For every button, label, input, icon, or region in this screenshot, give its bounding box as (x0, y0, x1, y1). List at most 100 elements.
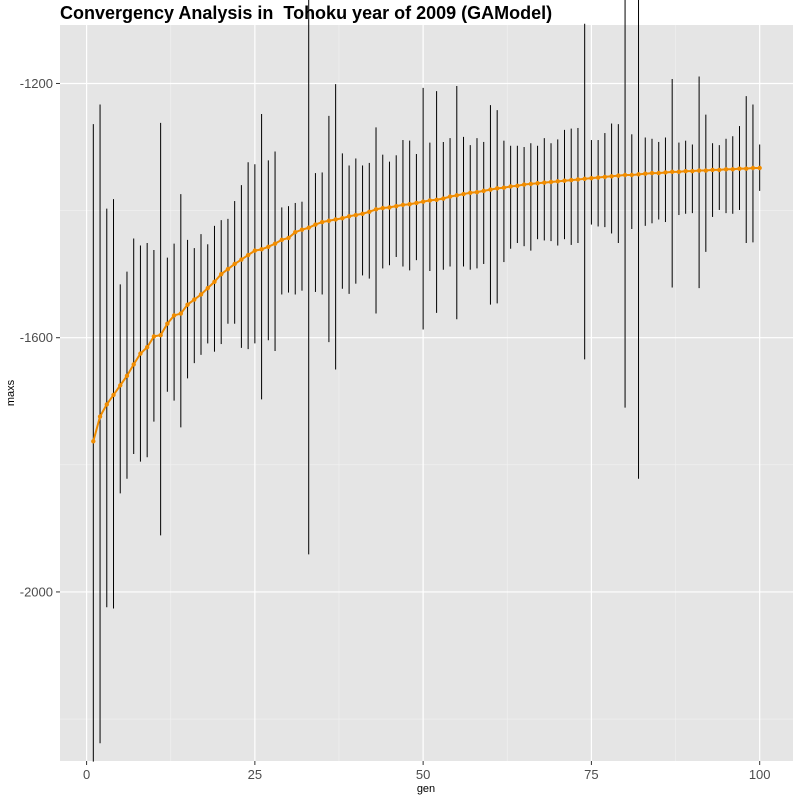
data-points (91, 165, 762, 444)
data-point (387, 205, 392, 210)
data-point (326, 218, 332, 223)
data-point (158, 332, 163, 338)
data-point (367, 209, 372, 215)
data-point (676, 169, 682, 175)
data-point (293, 229, 298, 235)
data-point (319, 219, 325, 225)
data-point (340, 216, 345, 221)
chart-title: Convergency Analysis in Tohoku year of 2… (60, 3, 553, 23)
data-point (750, 165, 756, 171)
data-point (219, 271, 224, 277)
data-point (205, 285, 210, 291)
data-point (279, 237, 284, 243)
data-point (232, 261, 237, 267)
data-point (252, 248, 258, 253)
data-point (414, 200, 419, 206)
data-point (535, 181, 540, 186)
data-point (562, 178, 567, 183)
y-tick-label: -1200 (20, 76, 53, 91)
data-point (663, 170, 668, 175)
data-point (420, 199, 426, 204)
data-point (757, 165, 762, 171)
data-point (636, 172, 641, 177)
data-point (575, 177, 581, 182)
data-point (138, 351, 143, 356)
data-point (441, 196, 446, 201)
data-point (454, 193, 459, 198)
data-point (447, 194, 453, 199)
data-point (474, 189, 480, 195)
data-point (582, 176, 587, 182)
data-point (730, 167, 735, 172)
data-point (394, 203, 399, 209)
data-point (690, 168, 695, 174)
data-point (723, 167, 729, 172)
data-point (225, 266, 231, 272)
data-point (266, 244, 271, 250)
minor-grid (60, 25, 793, 761)
data-point (515, 183, 520, 189)
data-point (501, 185, 507, 190)
data-point (198, 292, 204, 297)
data-point (239, 257, 244, 262)
data-point (696, 168, 702, 173)
data-point (400, 202, 406, 208)
data-point (494, 186, 500, 191)
data-point (299, 227, 305, 232)
data-point (360, 211, 365, 216)
data-point (313, 222, 318, 227)
data-point (118, 383, 123, 388)
data-point (171, 313, 177, 318)
data-point (353, 212, 359, 218)
data-point (508, 184, 513, 189)
x-tick-label: 100 (749, 767, 771, 782)
data-point (548, 179, 554, 185)
data-point (259, 247, 264, 252)
data-point (616, 173, 621, 178)
data-point (185, 302, 190, 307)
data-point (380, 205, 385, 211)
data-point (744, 166, 749, 171)
data-point (629, 172, 634, 178)
data-point (737, 166, 742, 171)
data-point (609, 174, 614, 179)
data-point (111, 392, 116, 398)
data-point (717, 167, 722, 173)
y-tick-label: -2000 (20, 584, 53, 599)
data-point (192, 297, 197, 302)
data-point (595, 175, 601, 180)
data-point (468, 190, 473, 195)
data-point (306, 225, 311, 230)
data-point (434, 197, 439, 202)
data-point (104, 402, 109, 407)
data-point (245, 252, 251, 258)
data-point (131, 362, 136, 367)
data-point (488, 187, 493, 192)
data-point (703, 168, 709, 173)
data-point (542, 180, 547, 185)
data-point (407, 202, 412, 207)
x-axis-ticks: 0 25 50 75 100 (83, 761, 771, 782)
y-tick-label: -1600 (20, 330, 53, 345)
data-point (124, 373, 130, 379)
x-tick-label: 75 (584, 767, 598, 782)
x-tick-label: 50 (416, 767, 430, 782)
data-point (144, 345, 150, 350)
data-point (569, 177, 574, 183)
data-point (555, 179, 560, 184)
data-point (528, 181, 534, 187)
data-point (481, 188, 486, 194)
data-point (165, 321, 170, 326)
data-point (151, 334, 157, 339)
data-point (97, 414, 103, 419)
data-point (669, 169, 675, 175)
data-point (656, 170, 661, 176)
data-point (622, 172, 628, 178)
data-point (91, 439, 96, 444)
data-point (286, 235, 291, 241)
data-point (427, 198, 433, 203)
x-tick-label: 25 (248, 767, 262, 782)
series-path (92, 167, 760, 442)
series-line (92, 167, 760, 442)
